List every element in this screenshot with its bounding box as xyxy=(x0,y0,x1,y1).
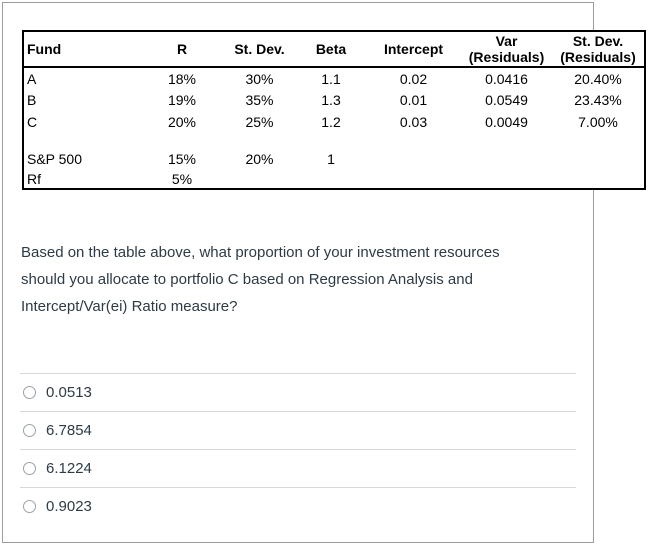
table-header-cell: St. Dev. xyxy=(223,31,296,68)
table-cell xyxy=(296,170,366,189)
question-text-line: Intercept/Var(ei) Ratio measure? xyxy=(21,298,238,315)
table-header-cell: Var (Residuals) xyxy=(461,31,552,68)
table-header-cell: R xyxy=(141,31,223,68)
answer-option-2[interactable]: 6.7854 xyxy=(20,411,576,449)
question-container: Fund R St. Dev. Beta Intercept Var (Resi… xyxy=(2,2,646,543)
radio-button[interactable] xyxy=(23,386,36,399)
table-cell: 23.43% xyxy=(574,92,622,108)
table-cell: 20% xyxy=(167,114,197,130)
table-cell: 35% xyxy=(245,92,274,108)
table-row-sp500: S&P 500 15% 20% 1 xyxy=(23,148,645,170)
table-header-cell: Fund xyxy=(23,31,141,68)
table-cell xyxy=(23,133,141,148)
header-line: Fund xyxy=(27,41,62,57)
table-cell: B xyxy=(27,92,37,108)
table-cell xyxy=(461,170,552,189)
table-header-row: Fund R St. Dev. Beta Intercept Var (Resi… xyxy=(23,31,645,68)
table-cell xyxy=(223,170,296,189)
option-label: 6.1224 xyxy=(46,460,92,477)
answer-option-3[interactable]: 6.1224 xyxy=(20,449,576,487)
option-label: 6.7854 xyxy=(46,422,92,439)
header-line: Beta xyxy=(315,41,347,57)
answer-option-4[interactable]: 0.9023 xyxy=(20,487,576,525)
table-cell: 15% xyxy=(167,151,197,167)
radio-button[interactable] xyxy=(23,500,36,513)
table-cell xyxy=(366,133,461,148)
table-header-cell: Intercept xyxy=(366,31,461,68)
table-cell: 19% xyxy=(167,92,197,108)
table-cell: 0.01 xyxy=(399,92,428,108)
question-text-line: should you allocate to portfolio C based… xyxy=(21,271,473,288)
table-cell: 1.2 xyxy=(321,114,341,130)
table-cell xyxy=(366,148,461,170)
table-row-spacer xyxy=(23,133,645,148)
table-cell: 0.02 xyxy=(399,70,428,87)
question-text-line: Based on the table above, what proportio… xyxy=(21,244,500,261)
table-cell xyxy=(141,133,223,148)
table-header-cell: Beta xyxy=(296,31,366,68)
table-cell: 20% xyxy=(245,151,274,167)
answer-option-1[interactable]: 0.0513 xyxy=(20,373,576,411)
table-cell: A xyxy=(27,70,37,87)
table-cell: 7.00% xyxy=(578,114,618,130)
table-cell: 25% xyxy=(245,114,274,130)
table-header-cell: St. Dev. (Residuals) xyxy=(552,31,645,68)
table-cell: 0.03 xyxy=(399,114,428,130)
table-cell: 18% xyxy=(167,70,197,87)
table-cell: S&P 500 xyxy=(27,151,83,167)
table-cell: 1.1 xyxy=(321,70,341,87)
table-cell xyxy=(552,133,645,148)
table-cell: 0.0049 xyxy=(485,114,528,130)
table-row-fund-c: C 20% 25% 1.2 0.03 0.0049 7.00% xyxy=(23,111,645,133)
header-line: R xyxy=(176,41,188,57)
table-cell: 0.0416 xyxy=(485,70,528,87)
table-row-fund-b: B 19% 35% 1.3 0.01 0.0549 23.43% xyxy=(23,89,645,111)
table-cell xyxy=(552,170,645,189)
table-cell: 30% xyxy=(245,70,274,87)
table-cell: 1.3 xyxy=(321,92,341,108)
question-text: Based on the table above, what proportio… xyxy=(21,239,577,320)
table-cell xyxy=(552,148,645,170)
option-label: 0.9023 xyxy=(46,498,92,515)
option-label: 0.0513 xyxy=(46,384,92,401)
table-row-rf: Rf 5% xyxy=(23,170,645,189)
table-cell: 0.0549 xyxy=(485,92,528,108)
fund-statistics-table: Fund R St. Dev. Beta Intercept Var (Resi… xyxy=(22,30,646,190)
radio-button[interactable] xyxy=(23,462,36,475)
answer-options: 0.0513 6.7854 6.1224 0.9023 xyxy=(20,373,576,525)
table-cell xyxy=(223,133,296,148)
table-cell xyxy=(461,148,552,170)
table-cell xyxy=(296,133,366,148)
table-cell: 5% xyxy=(171,171,193,187)
table-row-fund-a: A 18% 30% 1.1 0.02 0.0416 20.40% xyxy=(23,67,645,89)
header-line: Var xyxy=(495,33,518,49)
radio-button[interactable] xyxy=(23,424,36,437)
table-cell: Rf xyxy=(27,171,41,187)
table-cell: 1 xyxy=(327,151,335,167)
table-cell: 20.40% xyxy=(574,70,622,87)
header-line: St. Dev. xyxy=(572,33,624,49)
header-line: (Residuals) xyxy=(468,49,545,65)
header-line: Intercept xyxy=(383,41,444,57)
table-cell: C xyxy=(27,114,38,130)
table-cell xyxy=(461,133,552,148)
header-line: (Residuals) xyxy=(560,49,636,65)
table-cell xyxy=(366,170,461,189)
header-line: St. Dev. xyxy=(234,41,285,57)
